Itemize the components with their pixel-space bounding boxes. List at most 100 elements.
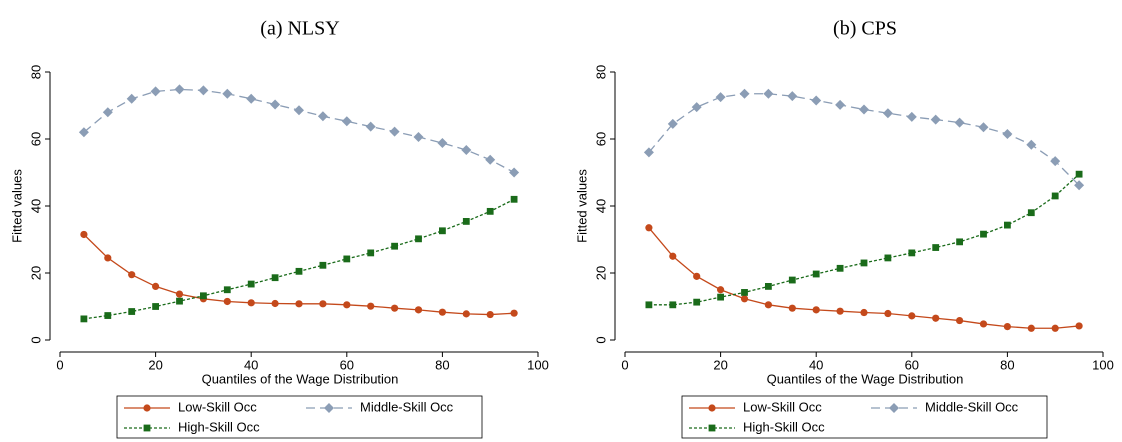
point (765, 283, 772, 290)
y-tick-label: 0 (28, 336, 43, 343)
point (1004, 221, 1011, 229)
point (812, 270, 820, 278)
legend-label: Middle-Skill Occ (925, 399, 1019, 414)
point (128, 308, 136, 315)
point (859, 104, 869, 115)
point (319, 300, 327, 308)
series-line (83, 88, 515, 174)
point (175, 290, 184, 298)
point (271, 299, 279, 308)
point (341, 116, 352, 127)
point (1074, 180, 1085, 191)
point (200, 292, 207, 300)
point (198, 85, 209, 96)
point (956, 238, 963, 246)
legend-marker (143, 424, 151, 432)
point (932, 244, 940, 251)
point (247, 299, 255, 307)
point (882, 108, 893, 119)
point (295, 267, 303, 275)
x-tick-label: 0 (621, 357, 628, 372)
point (294, 105, 304, 116)
panel-title: (b) CPS (833, 18, 897, 40)
point (811, 95, 822, 106)
point (763, 88, 774, 99)
point (509, 167, 520, 178)
point (1051, 324, 1059, 332)
point (667, 118, 678, 129)
y-tick-label: 80 (593, 65, 608, 79)
point (462, 310, 470, 318)
x-tick-label: 100 (527, 357, 549, 372)
legend-label: Middle-Skill Occ (360, 399, 454, 414)
y-tick-label: 60 (28, 132, 43, 146)
point (932, 314, 940, 322)
y-axis-title: Fitted values (9, 169, 24, 243)
point (693, 272, 701, 280)
point (643, 147, 654, 158)
x-tick-label: 20 (713, 357, 727, 372)
point (645, 224, 653, 232)
point (126, 93, 137, 104)
x-tick-label: 60 (340, 357, 354, 372)
y-tick-label: 60 (593, 132, 608, 146)
y-axis-title: Fitted values (574, 169, 589, 243)
point (1027, 324, 1035, 332)
legend-marker (708, 424, 716, 432)
point (343, 255, 351, 263)
point (80, 230, 88, 239)
panel-title: (a) NLSY (260, 18, 339, 40)
x-tick-label: 40 (244, 357, 258, 372)
point (954, 117, 965, 128)
point (391, 242, 398, 250)
point (104, 312, 112, 319)
point (174, 84, 185, 95)
point (740, 295, 749, 303)
point (414, 306, 423, 314)
point (128, 271, 136, 279)
point (270, 99, 281, 110)
point (930, 114, 941, 125)
x-tick-label: 60 (905, 357, 919, 372)
point (884, 309, 892, 318)
point (439, 227, 446, 235)
point (152, 282, 160, 290)
point (906, 111, 917, 122)
point (176, 297, 183, 305)
point (1003, 323, 1012, 331)
point (884, 254, 892, 262)
point (908, 249, 916, 257)
point (980, 230, 987, 238)
point (78, 127, 89, 138)
point (152, 303, 159, 310)
point (788, 304, 796, 312)
point (365, 121, 376, 132)
point (835, 99, 846, 110)
legend-marker (708, 404, 716, 412)
legend-marker (143, 404, 151, 412)
point (1051, 192, 1059, 200)
point (510, 309, 518, 317)
legend-marker (324, 403, 334, 413)
point (764, 301, 773, 309)
point (836, 264, 844, 272)
point (415, 235, 422, 243)
point (389, 126, 400, 137)
point (669, 252, 677, 260)
point (80, 315, 88, 323)
point (956, 316, 964, 325)
legend-box (116, 395, 483, 439)
x-axis-title: Quantiles of the Wage Distribution (767, 371, 964, 386)
x-tick-label: 20 (148, 357, 162, 372)
point (787, 91, 798, 102)
point (669, 301, 677, 309)
point (1050, 156, 1061, 167)
x-tick-label: 0 (56, 357, 63, 372)
point (223, 286, 231, 294)
x-tick-label: 80 (435, 357, 449, 372)
point (367, 249, 375, 257)
point (1026, 139, 1037, 150)
point (247, 280, 255, 288)
y-tick-label: 0 (593, 336, 608, 343)
